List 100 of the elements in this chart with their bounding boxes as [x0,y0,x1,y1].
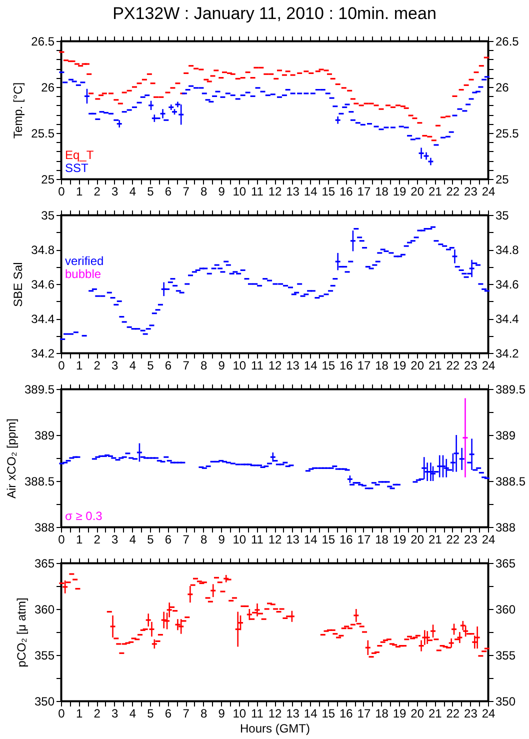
x-tick-label: 17 [357,532,371,546]
x-tick-label: 3 [112,706,119,720]
x-tick-label: 1 [76,358,83,372]
x-tick-label: 8 [200,358,208,372]
x-tick-label: 5 [147,706,154,720]
x-tick-label: 14 [304,358,318,372]
y2-tick-label: 388.5 [496,474,526,488]
x-tick-label: 8 [200,532,208,546]
x-tick-label: 19 [392,532,407,546]
x-tick-label: 20 [410,358,424,372]
x-tick-label: 18 [375,184,389,198]
x-tick-label: 1 [76,532,83,546]
x-tick-label: 3 [112,358,119,372]
x-tick-label: 12 [268,706,282,720]
x-tick-label: 4 [129,184,136,198]
x-tick-label: 9 [218,358,226,372]
x-tick-label: 24 [482,532,496,546]
x-tick-label: 4 [129,706,136,720]
x-tick-label: 24 [482,706,496,720]
x-tick-label: 23 [464,532,478,546]
x-tick-label: 16 [339,532,354,546]
x-tick-label: 7 [182,358,190,372]
x-tick-label: 21 [428,532,442,546]
y-tick-label: 34.2 [31,346,55,360]
x-tick-label: 3 [112,532,119,546]
x-tick-label: 10 [232,358,246,372]
x-tick-label: 16 [339,358,354,372]
y-tick-label: 25.5 [31,126,55,140]
text: Eq_T [65,148,94,162]
x-tick-label: 0 [58,532,66,546]
chart-title: PX132W : January 11, 2010 : 10min. mean [112,4,436,23]
x-tick-label: 20 [410,184,424,198]
x-tick-label: 15 [322,706,336,720]
x-tick-label: 17 [357,358,371,372]
y2-tick-label: 34.8 [496,243,520,257]
x-tick-label: 21 [428,706,442,720]
x-tick-label: 21 [428,358,442,372]
x-tick-label: 24 [482,184,496,198]
y2-tick-label: 360 [496,602,516,616]
x-tick-label: 23 [464,706,478,720]
y2-tick-label: 365 [496,556,516,570]
y-tick-label: 389 [34,428,55,442]
y2-tick-label: 35 [496,208,510,222]
x-tick-label: 12 [268,532,282,546]
x-tick-label: 17 [357,706,371,720]
y-tick-label: 355 [34,648,55,662]
x-tick-label: 4 [129,358,136,372]
y2-tick-label: 26 [496,80,510,94]
x-axis-title: Hours (GMT) [240,722,310,736]
x-tick-label: 14 [304,532,318,546]
x-tick-label: 10 [232,706,246,720]
y-tick-label: 34.8 [31,243,55,257]
x-tick-label: 8 [200,706,208,720]
x-tick-label: 2 [94,706,101,720]
x-tick-label: 2 [94,532,101,546]
text: SST [65,161,90,175]
x-tick-label: 0 [58,358,66,372]
x-tick-label: 18 [375,358,389,372]
x-tick-label: 6 [164,358,172,372]
x-tick-label: 22 [446,706,460,720]
x-tick-label: 19 [392,184,407,198]
x-tick-label: 22 [446,184,460,198]
x-tick-label: 13 [286,706,300,720]
x-tick-label: 4 [129,532,136,546]
legend-label: bubble [65,267,102,282]
y-tick-label: 350 [34,694,55,708]
y2-tick-label: 355 [496,648,516,662]
x-tick-label: 11 [250,706,264,720]
y-tick-label: 26.5 [31,34,55,48]
x-tick-label: 12 [268,184,282,198]
x-tick-label: 1 [76,706,83,720]
y-tick-label: 388 [34,520,55,534]
x-tick-label: 2 [94,184,101,198]
y-tick-label: 26 [41,80,55,94]
x-tick-label: 16 [339,184,354,198]
x-tick-label: 20 [410,706,424,720]
y-axis-title: SBE Sal [11,262,26,307]
x-tick-label: 10 [232,184,246,198]
x-tick-label: 15 [322,184,336,198]
y-tick-label: 360 [34,602,55,616]
x-tick-label: 17 [357,184,371,198]
x-tick-label: 23 [464,184,478,198]
x-tick-label: 15 [322,358,336,372]
y-axis-title: pCO₂ [μ atm] [14,598,28,668]
y2-tick-label: 25 [496,172,510,186]
x-tick-label: 11 [250,358,264,372]
x-tick-label: 15 [322,532,336,546]
y2-tick-label: 389.5 [496,382,526,396]
x-tick-label: 18 [375,532,389,546]
x-tick-label: 1 [76,184,83,198]
y2-tick-label: 388 [496,520,516,534]
x-tick-label: 13 [286,358,300,372]
y-axis-title: Air xCO₂ [ppm] [4,418,18,499]
y2-tick-label: 34.4 [496,312,520,326]
y2-tick-label: 389 [496,428,516,442]
x-tick-label: 10 [232,532,246,546]
x-tick-label: 14 [304,184,318,198]
x-tick-label: 20 [410,532,424,546]
y-tick-label: 35 [41,208,55,222]
y-tick-label: 34.4 [31,312,55,326]
